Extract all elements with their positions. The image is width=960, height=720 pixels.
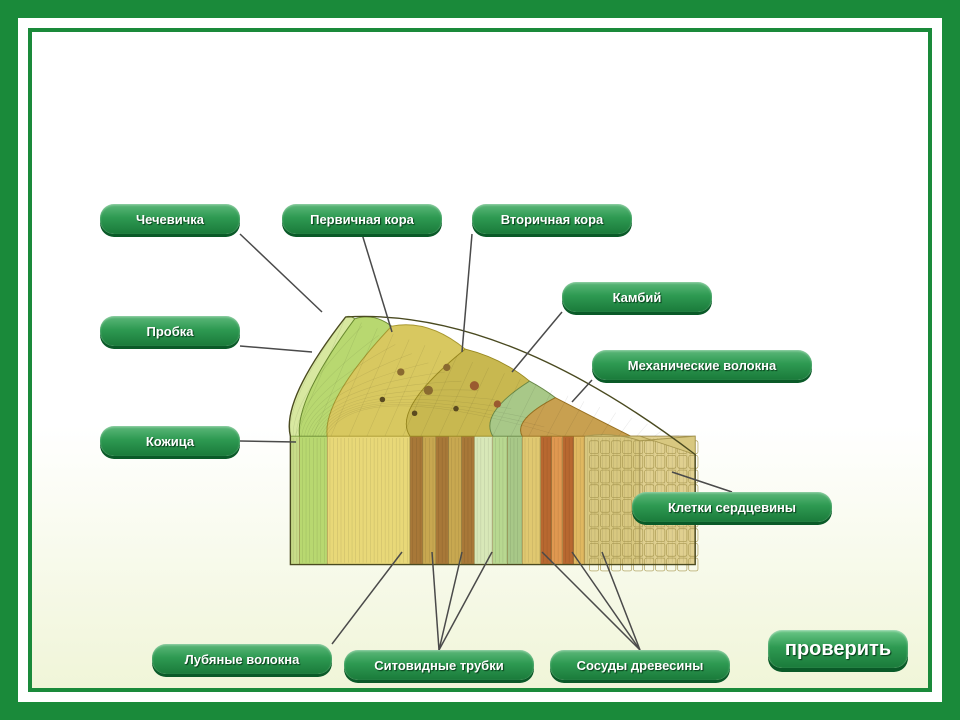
label-kletki-serdceviny[interactable]: Клетки сердцевины [632, 492, 832, 522]
label-text: Сосуды древесины [577, 658, 704, 673]
label-text: Механические волокна [628, 358, 776, 373]
label-text: Пробка [147, 324, 194, 339]
label-text: Чечевичка [136, 212, 204, 227]
label-kambij[interactable]: Камбий [562, 282, 712, 312]
label-text: Первичная кора [310, 212, 414, 227]
label-text: Лубяные волокна [185, 652, 300, 667]
label-probka[interactable]: Пробка [100, 316, 240, 346]
label-text: Камбий [613, 290, 662, 305]
check-button[interactable]: проверить [768, 630, 908, 668]
outer-frame: Чечевичка Первичная кора Вторичная кора Кам… [0, 0, 960, 720]
label-chechevichka[interactable]: Чечевичка [100, 204, 240, 234]
label-vtorichnaya-kora[interactable]: Вторичная кора [472, 204, 632, 234]
check-button-label: проверить [785, 638, 891, 661]
label-sosudy-dreveciny[interactable]: Сосуды древесины [550, 650, 730, 680]
label-sitovidnye-trubki[interactable]: Ситовидные трубки [344, 650, 534, 680]
label-text: Кожица [146, 434, 194, 449]
label-text: Ситовидные трубки [374, 658, 503, 673]
label-mekh-volokna[interactable]: Механические волокна [592, 350, 812, 380]
label-text: Вторичная кора [501, 212, 604, 227]
diagram-stage: Чечевичка Первичная кора Вторичная кора Кам… [32, 32, 928, 688]
label-kozhica[interactable]: Кожица [100, 426, 240, 456]
label-pervichnaya-kora[interactable]: Первичная кора [282, 204, 442, 234]
inner-frame: Чечевичка Первичная кора Вторичная кора Кам… [28, 28, 932, 692]
label-lubyanye-volokna[interactable]: Лубяные волокна [152, 644, 332, 674]
label-text: Клетки сердцевины [668, 500, 796, 515]
